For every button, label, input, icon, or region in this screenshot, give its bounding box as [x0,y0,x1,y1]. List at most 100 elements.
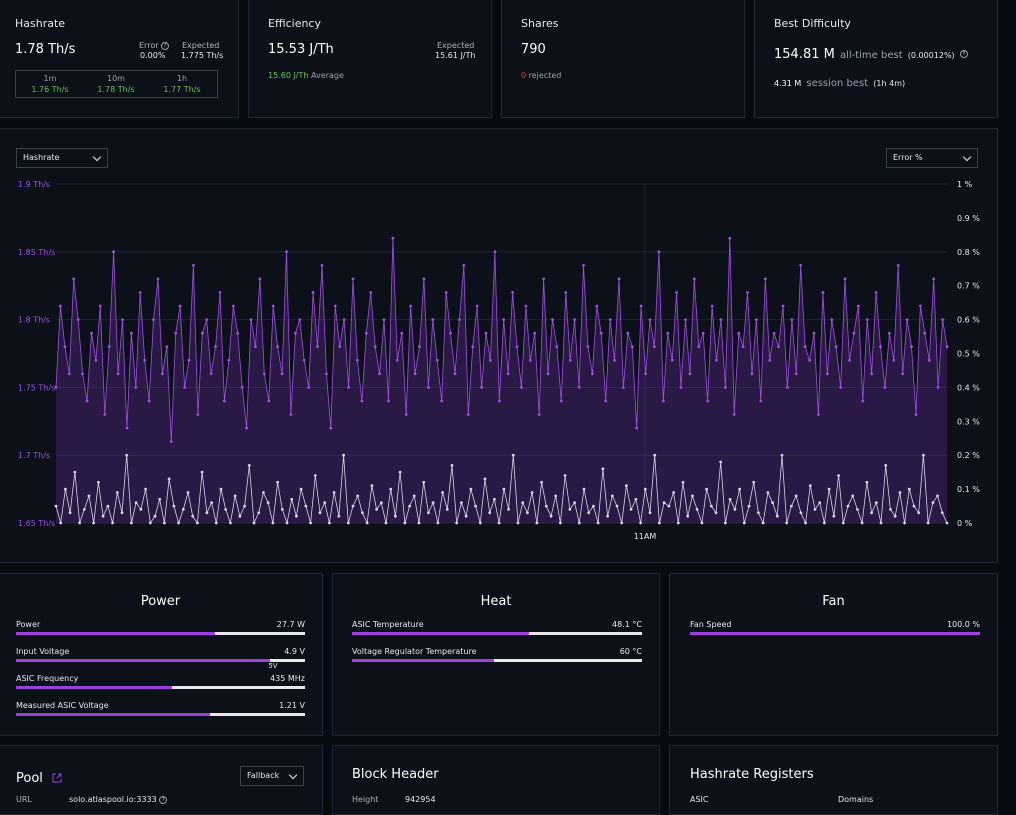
data-point [351,504,355,508]
data-point [94,358,98,362]
data-point [409,304,412,308]
data-point [196,521,199,525]
data-point [559,399,563,403]
data-point [81,372,84,376]
data-point [280,372,284,376]
data-point [883,386,887,389]
info-icon[interactable]: ? [159,795,168,804]
data-point [705,487,708,491]
data-point [932,277,936,281]
data-point [152,318,155,321]
data-point [130,521,133,525]
data-point [101,514,105,518]
data-point [214,521,218,525]
data-point [351,277,355,281]
data-point [445,508,449,511]
data-point [874,501,878,505]
info-icon[interactable]: ? [959,49,968,58]
data-point [622,386,625,389]
series-line [55,455,948,525]
data-point [299,487,303,491]
external-link-icon[interactable] [52,768,62,787]
data-point [528,358,532,362]
heat-row-label: ASIC Temperature [352,620,424,629]
data-point [834,345,838,349]
data-point [865,480,869,484]
data-point [679,386,683,389]
data-point [262,372,266,376]
data-point [554,494,558,498]
y2-tick-label: 0.6 % [957,316,980,325]
data-point [153,514,157,518]
data-point [786,386,789,389]
data-point [462,264,466,267]
data-point [917,511,921,515]
data-point [856,304,860,308]
data-point [794,494,798,498]
data-point [537,413,541,416]
data-point [827,487,831,491]
data-point [813,508,817,511]
best-difficulty-title: Best Difficulty [774,17,851,30]
shares-card: Shares 790 0 rejected [501,0,745,118]
data-point [262,491,265,494]
data-point [191,514,195,518]
data-point [530,491,534,494]
data-point [888,331,891,335]
block-header-title: Block Header [352,767,439,782]
data-point [328,521,331,525]
data-point [586,345,590,349]
data-point [896,264,900,267]
data-point [710,304,714,308]
data-point [418,345,421,349]
best-difficulty-card: Best Difficulty 154.81 M all-time best (… [754,0,998,118]
data-point [307,386,311,389]
data-point [521,501,525,505]
best-difficulty-alltime: 154.81 M all-time best (0.00012%) ? [774,43,968,62]
data-point [772,331,776,335]
data-point [158,497,162,501]
power-progress-fill [16,632,216,635]
efficiency-card: Efficiency 15.53 J/Th Expected 15.61 J/T… [248,0,492,118]
window-1m: 1m 1.76 Th/s [31,74,69,94]
data-point [843,277,847,281]
data-point [412,494,416,498]
data-point [719,318,723,321]
data-point [812,331,816,335]
info-icon[interactable]: ? [161,41,170,50]
data-point [375,508,378,511]
data-point [450,464,454,467]
power-row-label: Input Voltage [16,647,70,656]
data-point [311,291,315,294]
pool-title-row: Pool [16,767,62,787]
data-point [172,504,176,508]
data-point [107,345,111,349]
data-point [573,318,576,321]
data-point [285,521,289,525]
data-point [893,514,897,518]
heat-progress-fill [352,632,529,635]
data-point [139,508,143,511]
data-point [417,521,421,525]
data-point [294,331,297,335]
pool-select[interactable]: Fallback [240,766,304,786]
data-point [205,511,209,515]
data-point [533,331,537,335]
chart-secondary-select[interactable]: Error % [886,148,978,168]
efficiency-expected-label: Expected [437,41,475,50]
data-point [238,514,242,518]
error-value: 0.00% [140,51,166,60]
data-point [587,511,591,515]
data-point [879,345,882,349]
chart-metric-select[interactable]: Hashrate [16,148,108,168]
data-point [701,331,705,335]
data-point [630,345,634,349]
data-point [243,504,247,508]
data-point [889,508,892,511]
data-point [695,508,699,511]
data-point [757,511,760,515]
data-point [276,345,279,349]
data-point [422,480,426,484]
data-point [258,277,262,281]
hashrate-registers-card: Hashrate Registers ASIC Domains [669,745,998,815]
